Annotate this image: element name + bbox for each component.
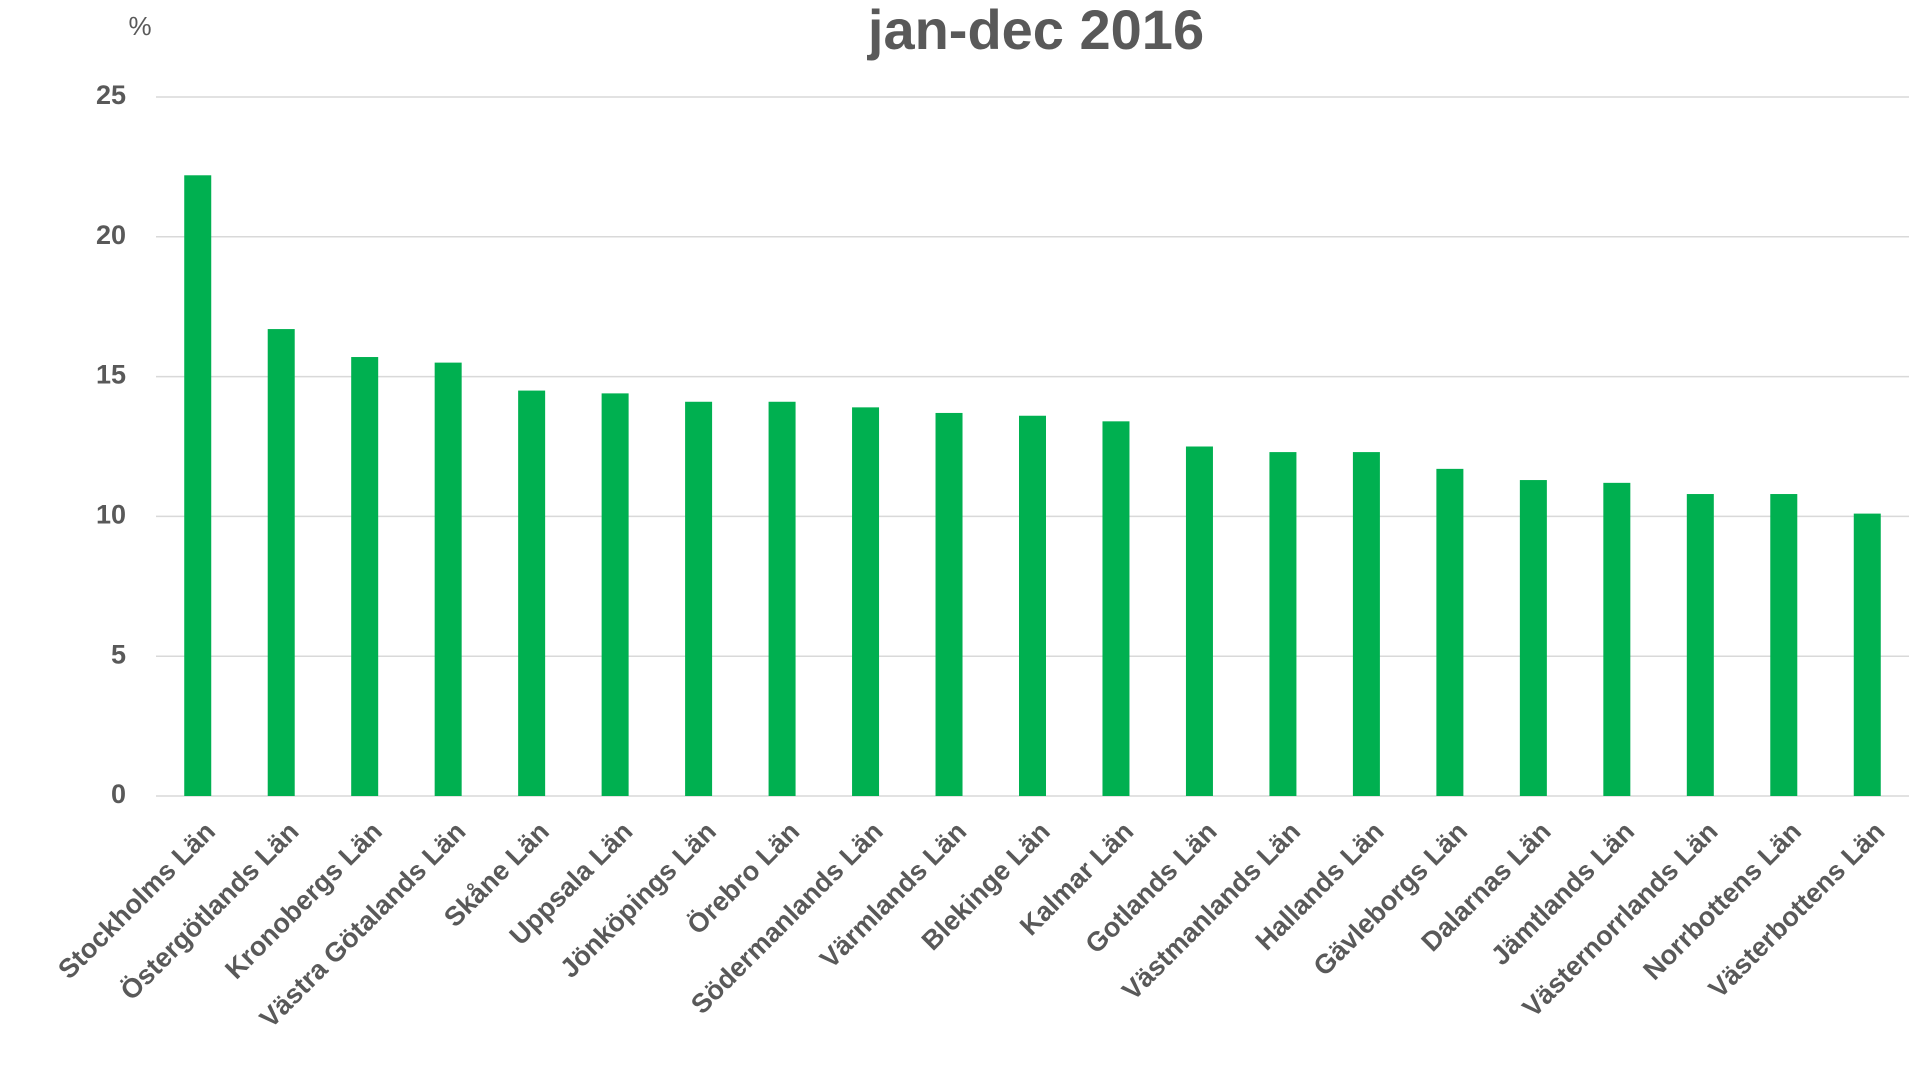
bar: [768, 401, 796, 796]
bar: [1436, 468, 1464, 796]
y-tick-label: 10: [96, 500, 126, 530]
bar: [1352, 452, 1380, 796]
y-tick-label: 20: [96, 220, 126, 250]
x-tick-label: Stockholms Län: [52, 816, 221, 985]
bar: [601, 393, 629, 796]
bar: [1519, 480, 1547, 796]
bar: [1686, 494, 1714, 796]
chart-title: jan-dec 2016: [867, 0, 1204, 61]
bar: [852, 407, 880, 796]
x-tick-label: Gävleborgs Län: [1308, 816, 1474, 982]
bar: [1269, 452, 1297, 796]
x-tick-label: Värmlands Län: [814, 816, 972, 974]
y-axis-label: %: [128, 11, 151, 41]
x-tick-label: Kronobergs Län: [219, 816, 388, 985]
bar: [1770, 494, 1798, 796]
x-tick-label: Norrbottens Län: [1637, 816, 1807, 986]
bar: [267, 329, 295, 796]
bar: [351, 357, 379, 796]
y-tick-label: 25: [96, 80, 126, 110]
bar: [518, 390, 546, 796]
y-tick-label: 5: [111, 639, 126, 669]
bar: [434, 362, 462, 796]
bar: [685, 401, 713, 796]
bar: [1102, 421, 1130, 796]
bar: [1603, 482, 1631, 796]
y-tick-label: 0: [111, 779, 126, 809]
x-tick-label: Jämtlands Län: [1485, 816, 1640, 971]
bar: [1185, 446, 1213, 796]
y-tick-label: 15: [96, 360, 126, 390]
x-tick-label: Jönköpings Län: [554, 816, 722, 984]
bar: [935, 412, 963, 796]
bar: [1853, 513, 1881, 796]
bar: [1019, 415, 1046, 796]
bar: [184, 175, 212, 797]
